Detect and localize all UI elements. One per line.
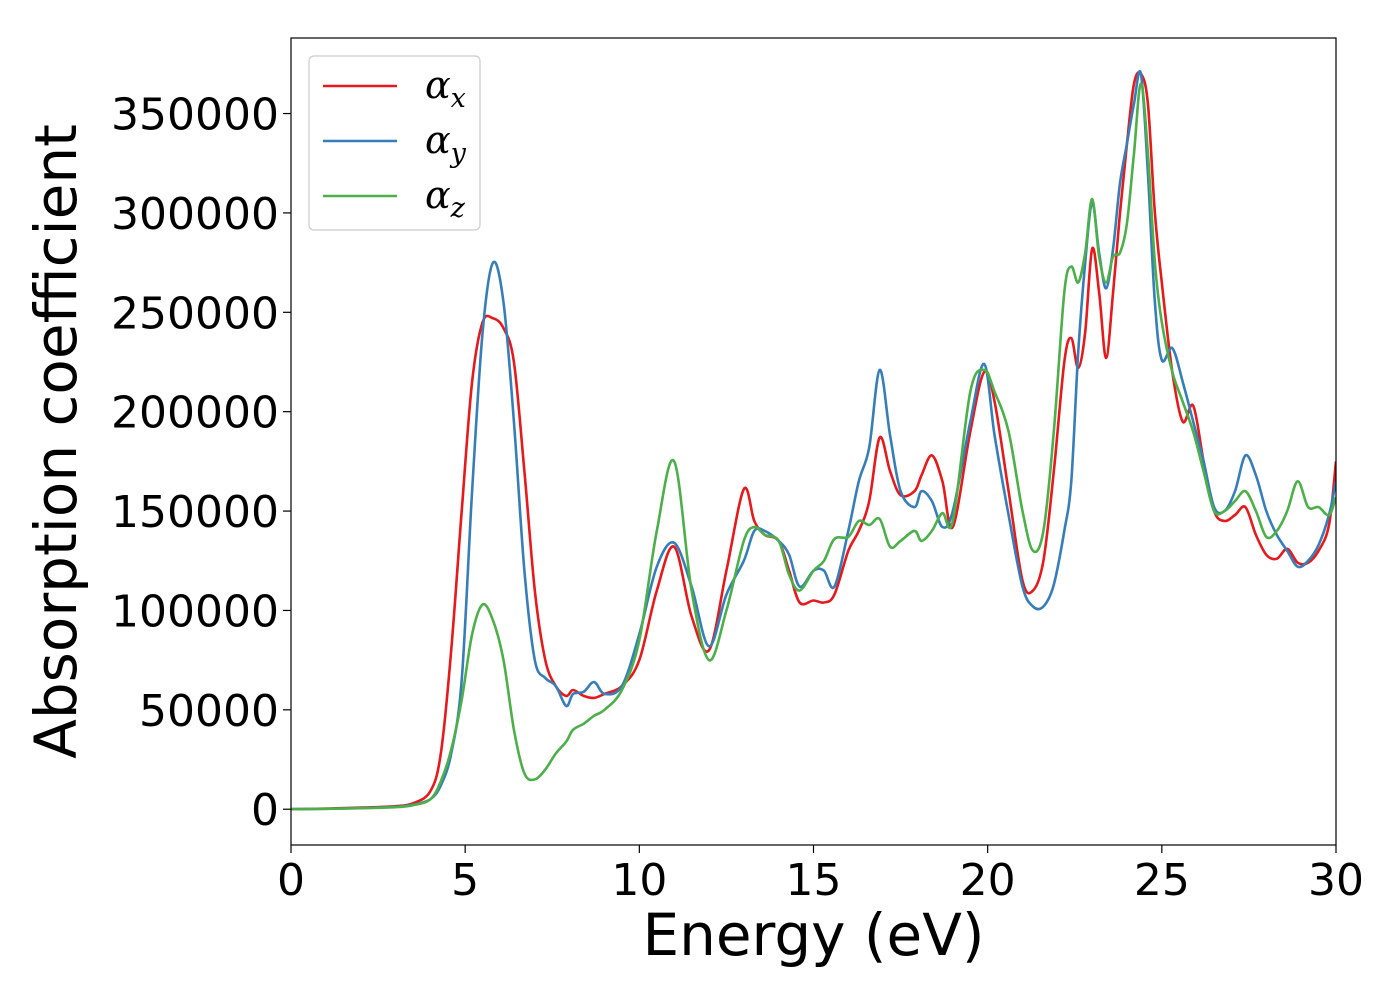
x-axis-ticks: 0 5 10 15 20 25 30 bbox=[277, 845, 1364, 906]
legend-label-x: αx bbox=[425, 63, 466, 114]
y-axis-ticks: 0 50000 100000 150000 200000 250000 300000 3500… bbox=[111, 90, 291, 836]
y-tick-label: 250000 bbox=[111, 288, 279, 339]
x-tick-label: 20 bbox=[960, 855, 1016, 906]
y-tick-label: 50000 bbox=[139, 686, 279, 737]
legend-label-y: αy bbox=[425, 118, 467, 169]
x-tick-label: 5 bbox=[451, 855, 479, 906]
legend-label-z: αz bbox=[425, 173, 466, 224]
y-tick-label: 100000 bbox=[111, 586, 279, 637]
x-tick-label: 15 bbox=[786, 855, 842, 906]
x-tick-label: 30 bbox=[1308, 855, 1364, 906]
series-line-z bbox=[291, 82, 1336, 811]
x-tick-label: 10 bbox=[611, 855, 667, 906]
y-axis-label: Absorption coefficient bbox=[22, 124, 90, 759]
legend-box bbox=[308, 55, 481, 231]
y-tick-label: 350000 bbox=[111, 90, 279, 141]
y-tick-label: 200000 bbox=[111, 388, 279, 439]
series-line-y bbox=[291, 69, 1336, 811]
x-tick-label: 0 bbox=[277, 855, 305, 906]
series-line-x bbox=[291, 71, 1336, 811]
y-tick-label: 0 bbox=[251, 785, 279, 836]
x-tick-label: 25 bbox=[1134, 855, 1190, 906]
series-layer bbox=[291, 69, 1336, 811]
x-axis-label: Energy (eV) bbox=[642, 901, 984, 969]
y-tick-label: 300000 bbox=[111, 189, 279, 240]
y-tick-label: 150000 bbox=[111, 487, 279, 538]
